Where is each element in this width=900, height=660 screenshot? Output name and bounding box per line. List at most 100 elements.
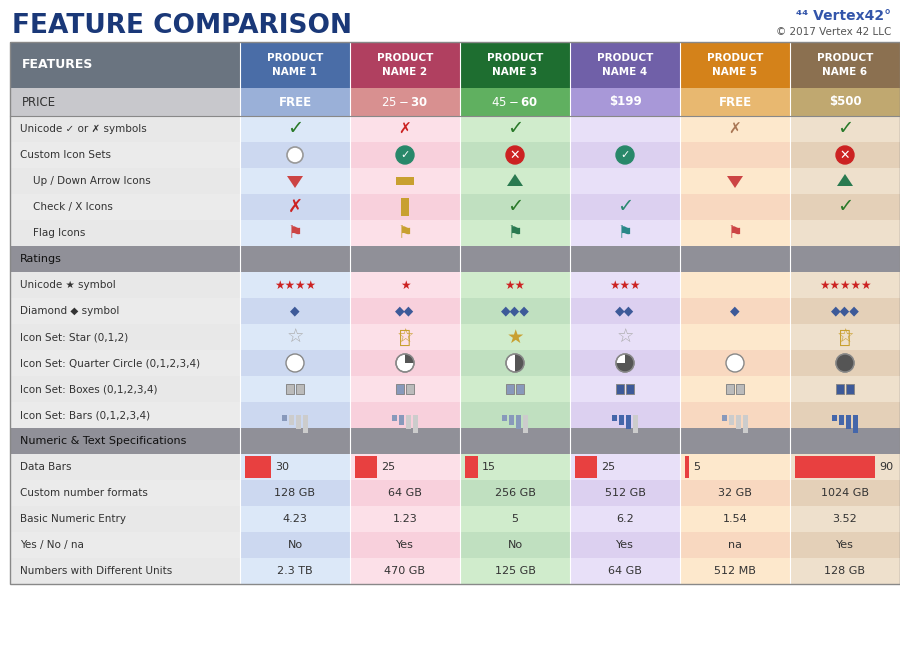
Text: Icon Set: Bars (0,1,2,3,4): Icon Set: Bars (0,1,2,3,4) bbox=[20, 410, 150, 420]
Text: ⭒: ⭒ bbox=[399, 327, 411, 347]
Bar bbox=[460, 220, 570, 246]
Bar bbox=[350, 272, 460, 298]
Bar bbox=[790, 272, 900, 298]
Bar bbox=[240, 88, 350, 116]
Bar bbox=[240, 168, 350, 194]
Bar bbox=[240, 298, 350, 324]
Bar bbox=[839, 415, 844, 425]
Bar bbox=[460, 324, 570, 350]
Bar bbox=[570, 558, 680, 584]
Bar bbox=[240, 376, 350, 402]
Text: 128 GB: 128 GB bbox=[824, 566, 866, 576]
Circle shape bbox=[616, 354, 634, 372]
Text: ✓: ✓ bbox=[507, 197, 523, 216]
Text: Icon Set: Star (0,1,2): Icon Set: Star (0,1,2) bbox=[20, 332, 128, 342]
Bar bbox=[736, 415, 741, 429]
Bar bbox=[10, 116, 240, 142]
Bar bbox=[350, 168, 460, 194]
Text: ✓: ✓ bbox=[616, 197, 634, 216]
Bar bbox=[282, 415, 287, 421]
Bar bbox=[10, 402, 240, 428]
Text: 25: 25 bbox=[601, 462, 615, 472]
Bar bbox=[790, 220, 900, 246]
Bar bbox=[465, 456, 478, 478]
Text: 64 GB: 64 GB bbox=[388, 488, 422, 498]
Text: PRICE: PRICE bbox=[22, 96, 56, 108]
Bar bbox=[460, 376, 570, 402]
Text: Numeric & Text Specifications: Numeric & Text Specifications bbox=[20, 436, 186, 446]
Bar bbox=[570, 168, 680, 194]
Text: ⚑: ⚑ bbox=[288, 224, 302, 242]
Text: 1024 GB: 1024 GB bbox=[821, 488, 869, 498]
Bar bbox=[790, 376, 900, 402]
Text: 6.2: 6.2 bbox=[616, 514, 634, 524]
Text: 3.52: 3.52 bbox=[832, 514, 858, 524]
Bar bbox=[680, 88, 790, 116]
Bar bbox=[240, 402, 350, 428]
Bar bbox=[240, 506, 350, 532]
Bar bbox=[10, 324, 240, 350]
Text: ⚑: ⚑ bbox=[508, 224, 522, 242]
Bar bbox=[502, 415, 507, 421]
Bar bbox=[460, 272, 570, 298]
Bar bbox=[680, 168, 790, 194]
Bar bbox=[460, 506, 570, 532]
Polygon shape bbox=[837, 174, 853, 186]
Bar bbox=[846, 415, 851, 429]
Text: Basic Numeric Entry: Basic Numeric Entry bbox=[20, 514, 126, 524]
Circle shape bbox=[506, 354, 524, 372]
Circle shape bbox=[726, 354, 744, 372]
Bar bbox=[790, 142, 900, 168]
Text: Unicode ✓ or ✗ symbols: Unicode ✓ or ✗ symbols bbox=[20, 124, 147, 134]
Bar bbox=[10, 298, 240, 324]
Polygon shape bbox=[287, 176, 303, 188]
Bar bbox=[460, 116, 570, 142]
Text: 470 GB: 470 GB bbox=[384, 566, 426, 576]
Bar bbox=[680, 376, 790, 402]
Bar bbox=[460, 480, 570, 506]
Bar bbox=[570, 272, 680, 298]
Bar bbox=[570, 220, 680, 246]
Bar bbox=[240, 350, 350, 376]
Bar bbox=[570, 376, 680, 402]
Bar bbox=[413, 415, 418, 433]
Bar bbox=[350, 350, 460, 376]
Text: na: na bbox=[728, 540, 742, 550]
Bar bbox=[626, 384, 634, 394]
Text: 5: 5 bbox=[693, 462, 700, 472]
Text: FREE: FREE bbox=[278, 96, 311, 108]
Bar bbox=[680, 324, 790, 350]
Text: ☆: ☆ bbox=[836, 327, 854, 347]
Circle shape bbox=[616, 146, 634, 164]
Bar bbox=[396, 384, 404, 394]
Bar bbox=[399, 415, 404, 425]
Bar bbox=[790, 402, 900, 428]
Bar bbox=[10, 532, 240, 558]
Text: ⭒: ⭒ bbox=[839, 327, 850, 347]
Bar bbox=[790, 298, 900, 324]
Bar bbox=[350, 324, 460, 350]
Bar bbox=[240, 194, 350, 220]
Bar bbox=[570, 324, 680, 350]
Bar bbox=[240, 116, 350, 142]
Bar bbox=[616, 384, 624, 394]
Text: 125 GB: 125 GB bbox=[495, 566, 536, 576]
Bar bbox=[790, 42, 900, 88]
Bar bbox=[743, 415, 748, 433]
Bar bbox=[570, 88, 680, 116]
Text: PRODUCT
NAME 3: PRODUCT NAME 3 bbox=[487, 53, 544, 77]
Bar bbox=[729, 415, 734, 425]
Bar bbox=[853, 415, 858, 433]
Circle shape bbox=[836, 354, 854, 372]
Text: 32 GB: 32 GB bbox=[718, 488, 752, 498]
Bar bbox=[680, 506, 790, 532]
Bar bbox=[406, 415, 411, 429]
Bar bbox=[10, 376, 240, 402]
Bar bbox=[680, 272, 790, 298]
Bar bbox=[396, 177, 414, 185]
Bar bbox=[790, 480, 900, 506]
Bar bbox=[10, 428, 900, 454]
Text: ★: ★ bbox=[400, 279, 410, 292]
Text: Yes: Yes bbox=[616, 540, 634, 550]
Text: $45-$60: $45-$60 bbox=[491, 96, 538, 108]
